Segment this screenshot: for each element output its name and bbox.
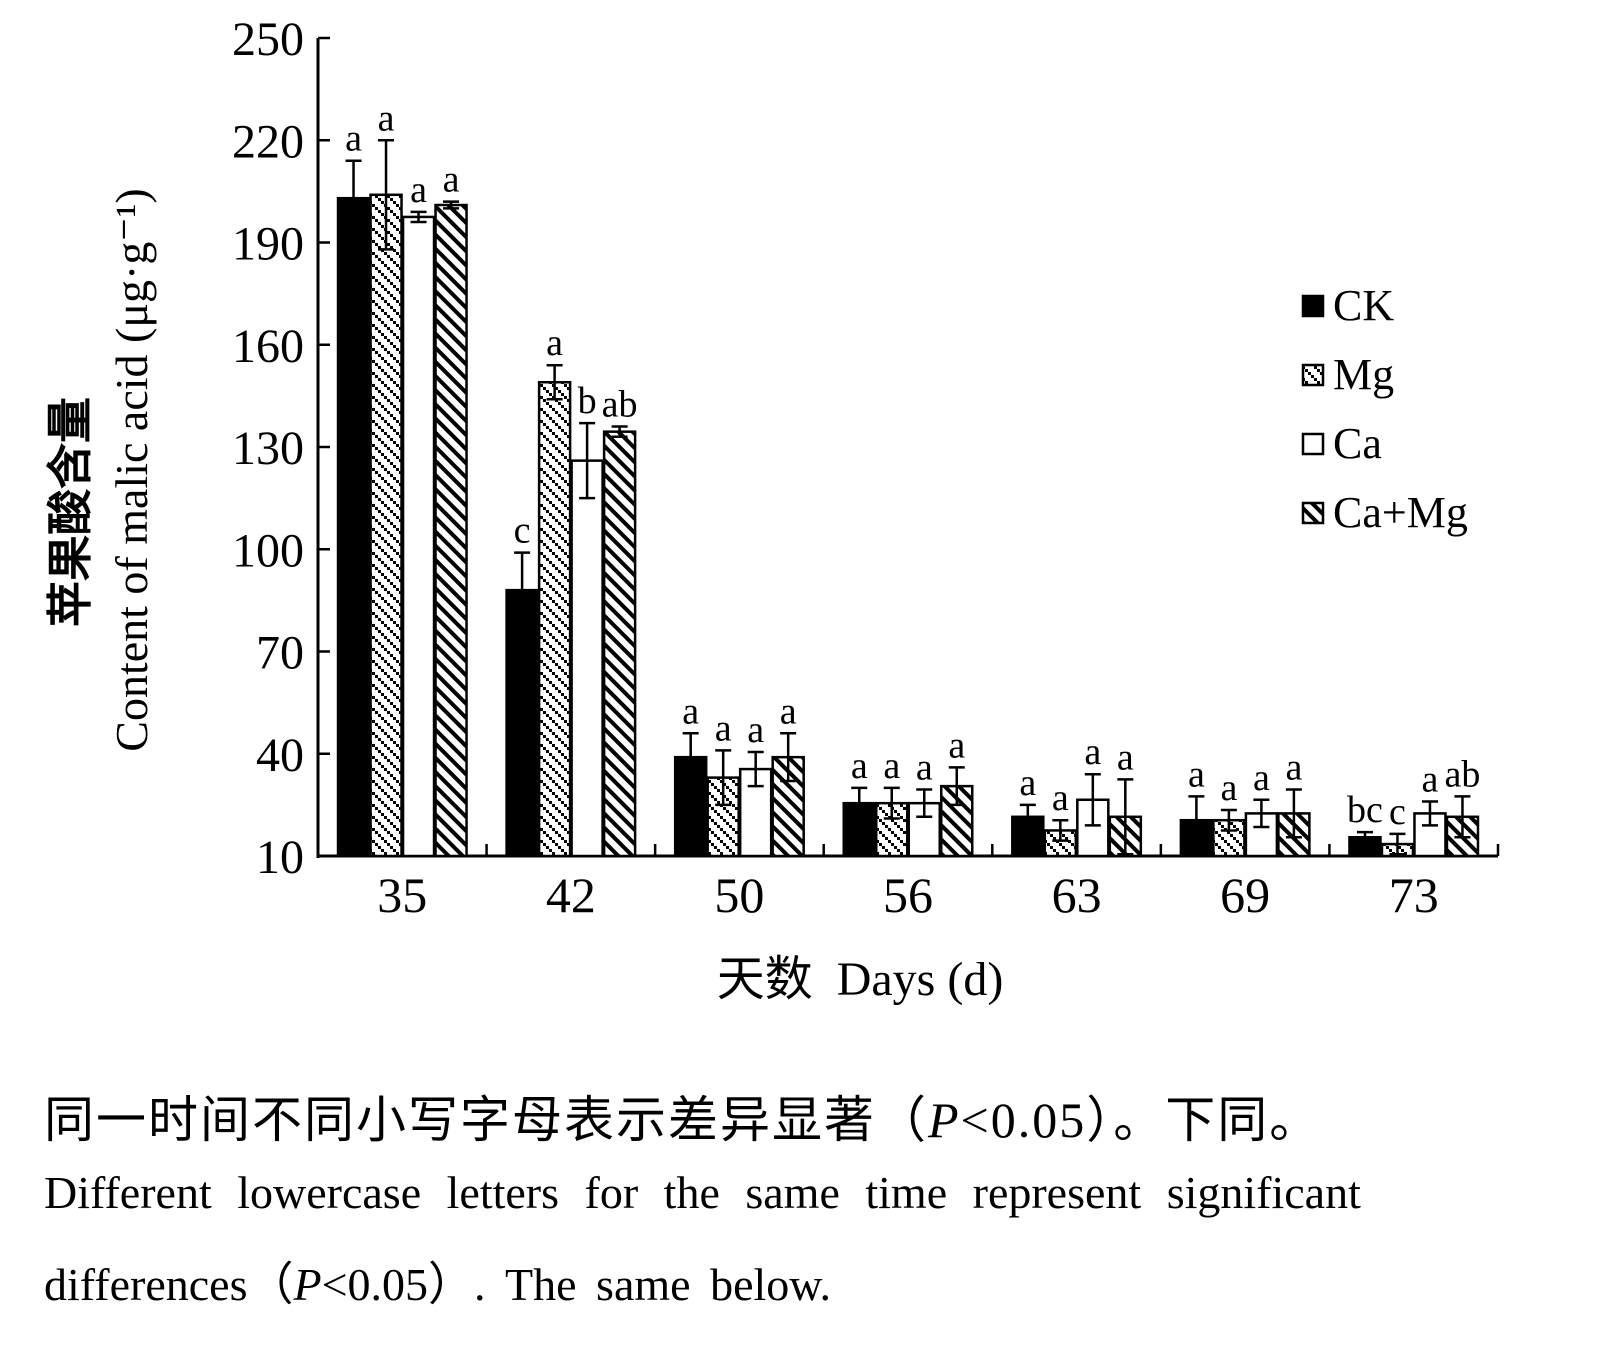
significance-letter: a: [345, 118, 362, 160]
bar-ck-day-42: [505, 588, 539, 858]
y-tick-label: 190: [232, 218, 304, 271]
bar-ca-day-35: [401, 215, 436, 858]
significance-letter: a: [747, 709, 764, 751]
footnote-english-line1: Different lowercase letters for the same…: [44, 1167, 1361, 1218]
legend-label: Ca+Mg: [1333, 488, 1468, 537]
legend-label: Mg: [1333, 350, 1394, 399]
y-tick-label: 130: [232, 422, 304, 475]
significance-letter: b: [578, 380, 597, 422]
significance-letter: ab: [1445, 753, 1481, 795]
x-tick-label: 50: [714, 867, 764, 923]
legend: CK Mg Ca Ca+Mg: [1301, 281, 1468, 537]
x-axis-title: 天数 Days (d): [717, 953, 1004, 1006]
x-axis-ticks: 35 42 50 56 63 69 73: [316, 844, 1500, 923]
significance-letter: a: [780, 690, 797, 732]
footnote-en-p: P: [293, 1259, 322, 1310]
legend-swatch-mg: [1301, 363, 1325, 387]
significance-letter: a: [1084, 731, 1101, 773]
significance-letter: a: [1117, 736, 1134, 778]
bar-ck-day-63: [1011, 815, 1045, 858]
y-tick-label: 70: [256, 627, 304, 680]
footnote-en-before: differences（: [44, 1259, 294, 1310]
significance-letter: c: [514, 510, 531, 552]
footnote-cn-p: P: [928, 1092, 961, 1148]
bar-ca-mg-day-35: [434, 203, 468, 858]
y-axis-ticks: 10 40 70 100 130 160 190 220 250: [232, 13, 330, 884]
significance-letter: a: [948, 724, 965, 766]
significance-letter: a: [1019, 762, 1036, 804]
legend-swatch-ck: [1301, 294, 1325, 318]
footnote-en-after: <0.05）. The same below.: [321, 1259, 831, 1310]
x-tick-label: 42: [546, 867, 596, 923]
significance-letter: a: [546, 322, 563, 364]
significance-letter: a: [1188, 753, 1205, 795]
y-axis-title-cn: 苹果酸含量: [43, 397, 97, 627]
legend-label: CK: [1333, 281, 1394, 330]
x-tick-label: 73: [1389, 867, 1439, 923]
legend-swatch-ca: [1301, 432, 1325, 456]
y-tick-label: 160: [232, 320, 304, 373]
error-bars: [345, 139, 1471, 856]
significance-letter: a: [851, 745, 868, 787]
malic-acid-bar-chart: 苹果酸含量 Content of malic acid (μg·g⁻¹) 10 4…: [43, 13, 1500, 1006]
significance-letter: a: [715, 707, 732, 749]
bar-mg-day-35: [369, 193, 403, 858]
x-tick-label: 56: [883, 867, 933, 923]
significance-letter: a: [443, 159, 460, 201]
significance-letter: a: [1285, 747, 1302, 789]
significance-letter: ab: [602, 384, 638, 426]
footnote-cn-before: 同一时间不同小写字母表示差异显著（: [44, 1092, 928, 1148]
legend-label: Ca: [1333, 419, 1382, 468]
y-tick-label: 40: [256, 729, 304, 782]
significance-letter: c: [1389, 791, 1406, 833]
bar-ck-day-35: [336, 196, 371, 858]
y-tick-label: 250: [232, 13, 304, 66]
bar-ca-day-42: [570, 459, 604, 858]
significance-letter: a: [1052, 777, 1069, 819]
y-axis-title-en: Content of malic acid (μg·g⁻¹): [106, 188, 157, 751]
significance-letter: a: [1253, 757, 1270, 799]
significance-letter: bc: [1347, 789, 1383, 831]
x-tick-label: 35: [377, 867, 427, 923]
bar-mg-day-42: [537, 380, 572, 858]
y-tick-label: 100: [232, 524, 304, 577]
significance-letter: a: [1220, 767, 1237, 809]
bars: [336, 193, 1480, 858]
footnote-chinese: 同一时间不同小写字母表示差异显著（P<0.05）。下同。: [44, 1080, 1321, 1152]
significance-letter: a: [1422, 758, 1439, 800]
significance-letter: a: [883, 745, 900, 787]
significance-letter: a: [916, 747, 933, 789]
legend-swatch-ca-mg: [1301, 501, 1325, 525]
y-tick-label: 220: [232, 115, 304, 168]
footnote-cn-after: <0.05）。下同。: [960, 1092, 1322, 1148]
x-tick-label: 63: [1052, 867, 1102, 923]
significance-letter: a: [682, 690, 699, 732]
significance-letter: a: [378, 97, 395, 139]
bar-ca-mg-day-42: [602, 430, 637, 858]
y-tick-label: 10: [256, 831, 304, 884]
significance-letter: a: [410, 169, 427, 211]
x-tick-label: 69: [1220, 867, 1270, 923]
footnote-english-line2: differences（P<0.05）. The same below.: [44, 1248, 831, 1314]
